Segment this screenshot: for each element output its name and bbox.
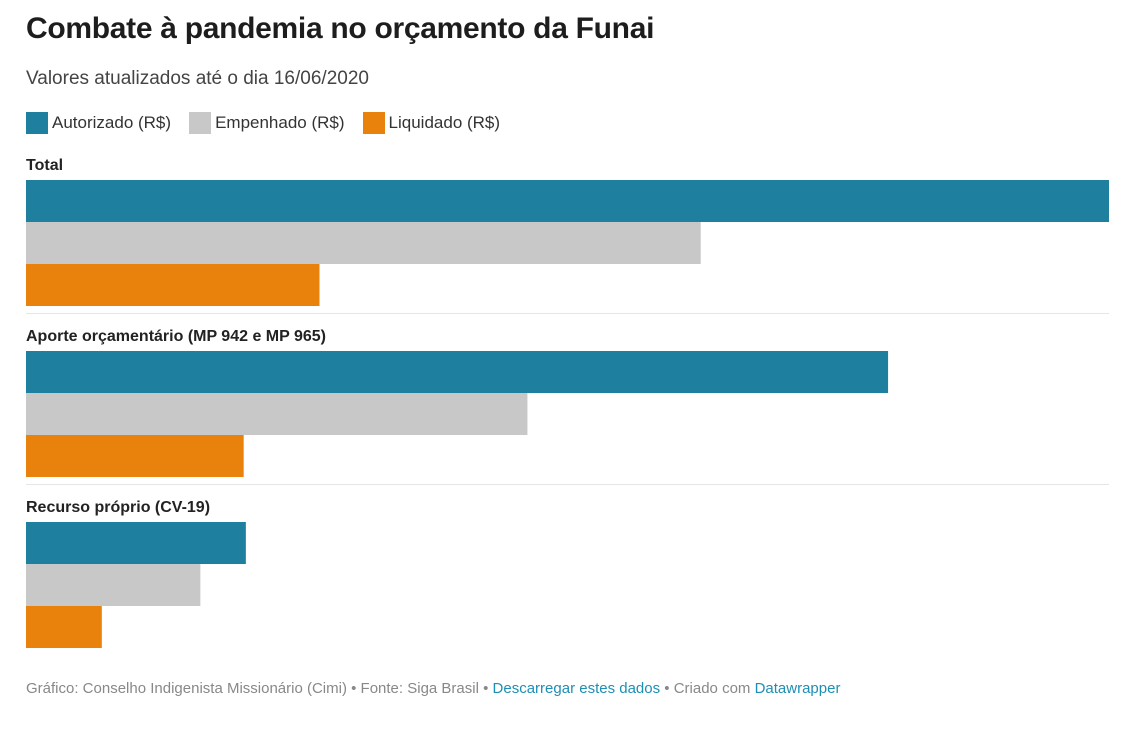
chart-subtitle: Valores atualizados até o dia 16/06/2020 [26,68,369,89]
bar-liquidado-r-recurso-proprio-cv-19 [26,606,102,648]
legend: Autorizado (R$) Empenhado (R$) Liquidado… [26,112,518,134]
legend-item-liquidado: Liquidado (R$) [362,112,501,134]
legend-label-empenhado: Empenhado (R$) [215,113,345,132]
bar-autorizado-r-recurso-proprio-cv-19 [26,522,246,564]
legend-item-empenhado: Empenhado (R$) [189,112,345,134]
legend-label-liquidado: Liquidado (R$) [388,113,501,132]
download-data-link[interactable]: Descarregar estes dados [492,680,661,697]
legend-swatch-empenhado [189,112,212,134]
chart-title: Combate à pandemia no orçamento da Funai [26,12,655,45]
bar-empenhado-r-recurso-proprio-cv-19 [26,564,201,606]
bar-liquidado-r-aporte-orcamentario-mp-942-e-mp-965 [26,435,244,477]
bar-empenhado-r-total [26,222,701,264]
legend-label-autorizado: Autorizado (R$) [52,113,172,132]
bar-chart: Total Aporte orçamentário (MP 942 e MP 96… [26,157,1109,648]
category-label-aporte-orcamentario-mp-942-e-mp-965: Aporte orçamentário (MP 942 e MP 965) [26,328,326,345]
category-label-recurso-proprio-cv-19: Recurso próprio (CV-19) [26,499,210,516]
bar-autorizado-r-aporte-orcamentario-mp-942-e-mp-965 [26,351,889,393]
legend-swatch-liquidado [362,112,385,134]
bar-empenhado-r-aporte-orcamentario-mp-942-e-mp-965 [26,393,528,435]
footer-credits: Gráfico: Conselho Indigenista Missionári… [26,680,493,697]
footer: Gráfico: Conselho Indigenista Missionári… [26,680,840,697]
legend-swatch-autorizado [26,112,48,134]
legend-item-autorizado: Autorizado (R$) [26,112,171,134]
bar-liquidado-r-total [26,264,320,306]
category-label-total: Total [26,157,63,174]
datawrapper-link[interactable]: Datawrapper [754,680,841,697]
bar-autorizado-r-total [26,180,1109,222]
footer-created-with: • Criado com [660,680,755,697]
